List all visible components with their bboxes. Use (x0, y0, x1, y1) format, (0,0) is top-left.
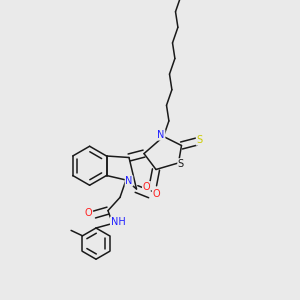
Text: S: S (196, 135, 202, 145)
Text: O: O (142, 182, 150, 192)
Text: N: N (158, 130, 165, 140)
Text: S: S (178, 159, 184, 169)
Text: N: N (125, 176, 133, 186)
Text: O: O (153, 189, 160, 199)
Text: O: O (84, 208, 92, 218)
Text: NH: NH (110, 217, 125, 227)
